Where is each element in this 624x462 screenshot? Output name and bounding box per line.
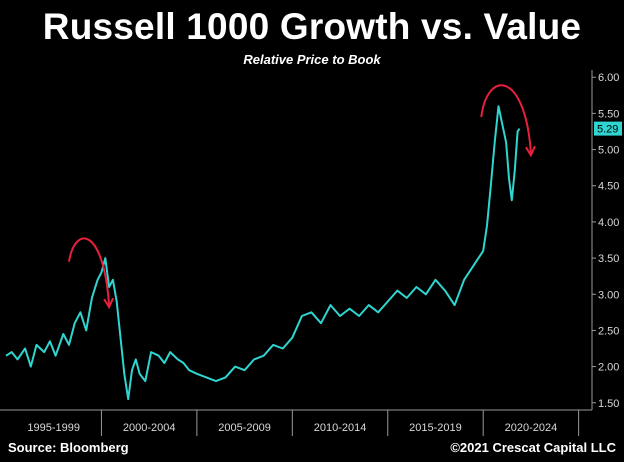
chart-annotations [68, 84, 536, 310]
y-tick-label: 1.50 [598, 398, 619, 410]
y-tick-label: 4.50 [598, 181, 619, 193]
peak-arrow-2021-head [525, 145, 536, 158]
x-tick-label: 2015-2019 [409, 422, 462, 434]
y-tick-label: 5.50 [598, 108, 619, 120]
y-tick-label: 5.00 [598, 145, 619, 157]
y-tick-label: 2.50 [598, 325, 619, 337]
peak-arrow-2000-head [103, 297, 114, 310]
last-value-box [594, 121, 622, 136]
peak-arrow-2021 [480, 84, 532, 154]
x-tick-label: 2010-2014 [314, 422, 367, 434]
y-tick-label: 3.00 [598, 289, 619, 301]
x-tick-label: 2005-2009 [218, 422, 271, 434]
peak-arrow-2000 [68, 237, 111, 306]
x-tick-label: 2000-2004 [123, 422, 176, 434]
x-tick-label: 2020-2024 [505, 422, 558, 434]
y-tick-label: 6.00 [598, 72, 619, 84]
series-line [5, 105, 521, 401]
chart-axes: 1.50 2.00 2.50 3.00 3.50 4.00 4.50 5.00 5.50 6.00… [0, 70, 619, 436]
copyright-label: ©2021 Crescat Capital LLC [450, 440, 616, 455]
x-tick-label: 1995-1999 [27, 422, 80, 434]
chart-title: Russell 1000 Growth vs. Value [42, 6, 582, 47]
chart-series: 5.29 [5, 105, 622, 401]
last-value-label: 5.29 [597, 124, 618, 136]
y-tick-label: 4.00 [598, 217, 619, 229]
chart-subtitle: Relative Price to Book [243, 52, 381, 67]
y-tick-label: 3.50 [598, 253, 619, 265]
source-label: Source: Bloomberg [8, 440, 129, 455]
y-tick-label: 2.00 [598, 362, 619, 374]
